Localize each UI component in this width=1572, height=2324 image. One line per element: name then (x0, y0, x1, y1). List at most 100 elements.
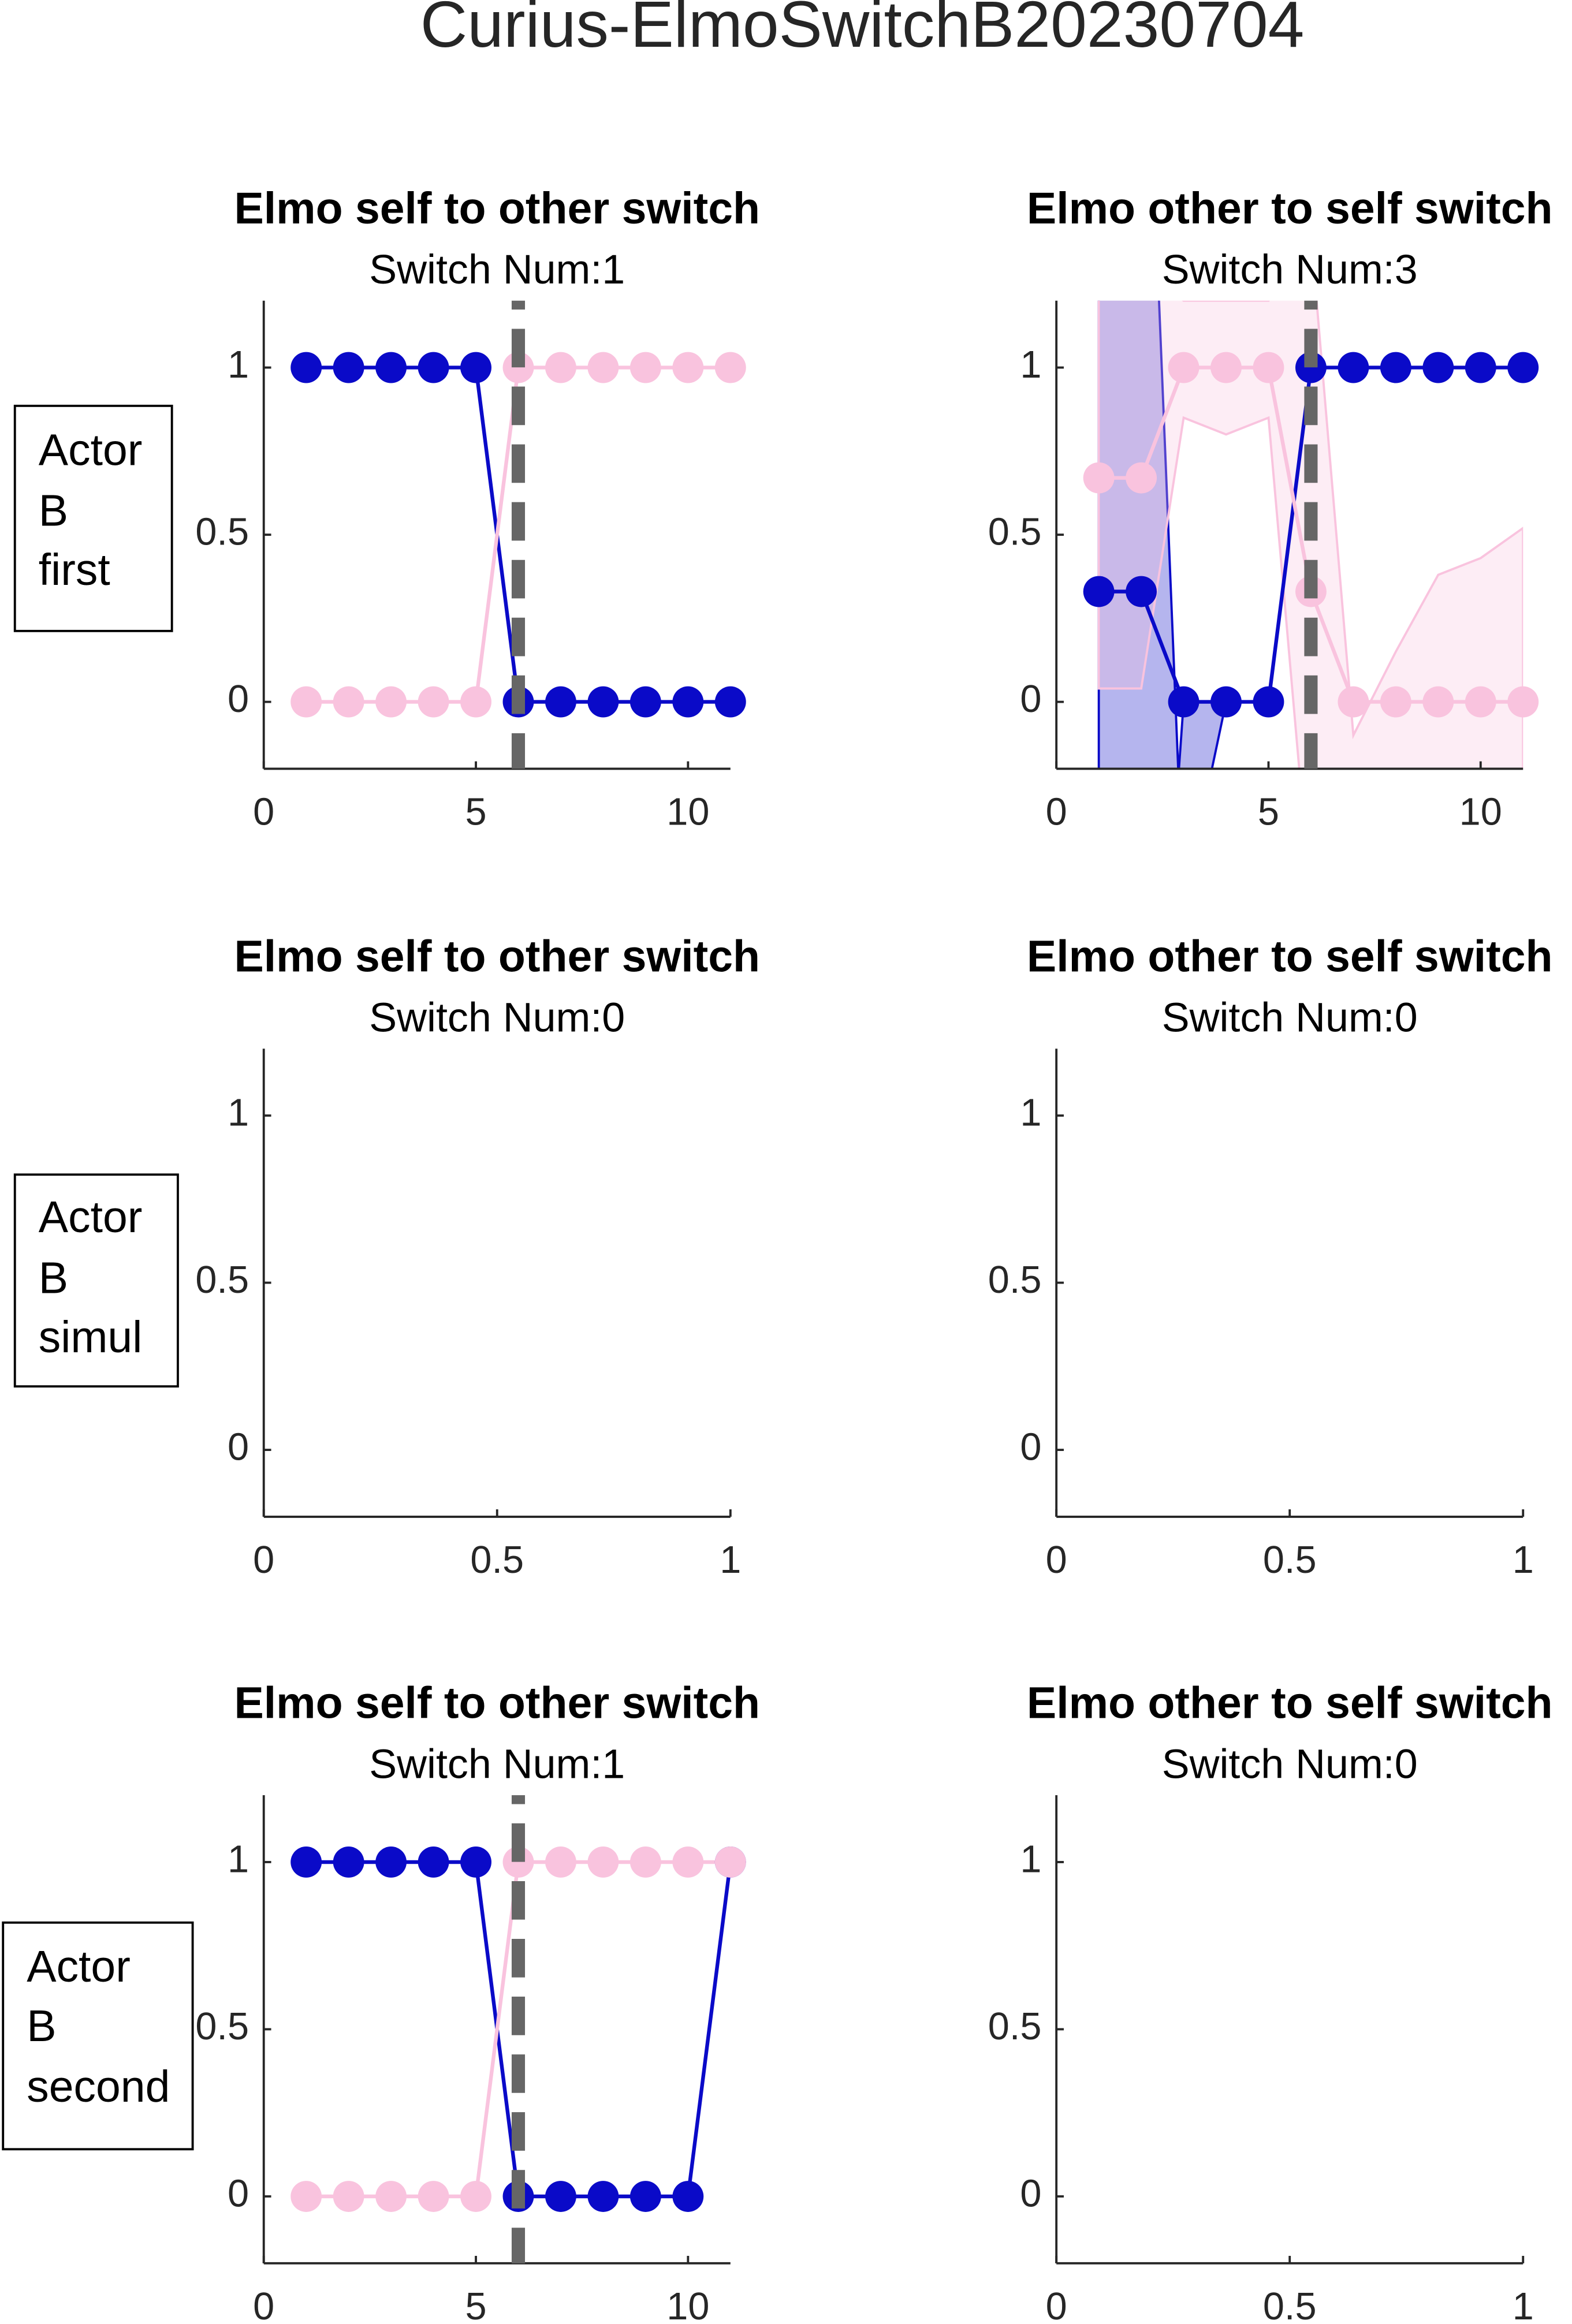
y-tick-label: 1 (1020, 1838, 1041, 1881)
data-point (290, 686, 322, 718)
data-point (629, 352, 661, 383)
x-tick-label: 5 (1258, 791, 1279, 834)
data-point (672, 352, 704, 383)
data-point (502, 1846, 534, 1878)
y-tick-label: 0 (1020, 678, 1041, 721)
row-label-box (2, 1921, 194, 2151)
x-tick-label: 0.5 (470, 1539, 524, 1581)
data-point (333, 2181, 364, 2212)
x-tick-label: 1 (1513, 2285, 1534, 2324)
x-tick-label: 0.5 (1263, 2285, 1317, 2324)
panel-subtitle: Switch Num:0 (369, 994, 625, 1040)
row-label: Actor (39, 1192, 143, 1242)
data-point (375, 1846, 407, 1878)
data-point (714, 352, 746, 383)
row-label: second (27, 2062, 170, 2112)
data-point (375, 352, 407, 383)
data-point (629, 2181, 661, 2212)
panel-title: Elmo other to self switch (1027, 184, 1553, 233)
row-label: first (39, 545, 110, 595)
data-point (1126, 576, 1157, 607)
panel-subtitle: Switch Num:0 (1162, 1741, 1418, 1787)
row-label: B (27, 2001, 56, 2051)
data-point (672, 2181, 704, 2212)
y-tick-label: 0 (1020, 2173, 1041, 2215)
x-tick-label: 10 (1459, 791, 1502, 834)
data-point (1295, 352, 1327, 383)
x-tick-label: 0 (253, 1539, 274, 1581)
data-point (587, 2181, 619, 2212)
y-tick-label: 0.5 (988, 511, 1042, 554)
row-label-box (13, 1173, 179, 1388)
data-point (1380, 686, 1411, 718)
y-tick-label: 0 (228, 1426, 249, 1469)
x-tick-label: 0.5 (1263, 1539, 1317, 1581)
data-point (418, 2181, 449, 2212)
row-label-box (13, 404, 173, 632)
data-point (1338, 352, 1369, 383)
data-point (290, 2181, 322, 2212)
data-point (333, 1846, 364, 1878)
data-point (629, 1846, 661, 1878)
data-point (587, 352, 619, 383)
x-tick-label: 5 (465, 2285, 486, 2324)
x-tick-label: 0 (253, 791, 274, 834)
data-point (333, 352, 364, 383)
data-point (1465, 352, 1496, 383)
x-tick-label: 5 (465, 791, 486, 834)
data-point (1126, 462, 1157, 494)
y-tick-label: 1 (228, 1838, 249, 1881)
data-point (672, 686, 704, 718)
data-point (418, 686, 449, 718)
panel-subtitle: Switch Num:3 (1162, 247, 1418, 293)
data-point (460, 352, 491, 383)
data-point (1465, 686, 1496, 718)
row-label: Actor (27, 1942, 131, 1991)
data-point (1422, 352, 1454, 383)
panel-title: Elmo self to other switch (234, 1678, 760, 1728)
data-point (460, 2181, 491, 2212)
data-point (375, 686, 407, 718)
y-tick-label: 1 (228, 344, 249, 386)
x-tick-label: 10 (666, 2285, 709, 2324)
data-point (1422, 686, 1454, 718)
y-tick-label: 1 (228, 1092, 249, 1135)
data-point (1083, 462, 1115, 494)
x-tick-label: 0 (253, 2285, 274, 2324)
data-point (290, 352, 322, 383)
row-label: B (39, 486, 68, 535)
y-tick-label: 0.5 (195, 511, 249, 554)
data-point (1507, 352, 1539, 383)
y-tick-label: 0.5 (195, 2005, 249, 2048)
data-point (1380, 352, 1411, 383)
data-point (672, 1846, 704, 1878)
panel-title: Elmo other to self switch (1027, 932, 1553, 982)
data-point (418, 352, 449, 383)
data-point (460, 1846, 491, 1878)
y-tick-label: 0.5 (988, 2005, 1042, 2048)
data-point (587, 1846, 619, 1878)
data-point (545, 686, 576, 718)
row-label: B (39, 1253, 68, 1303)
data-point (629, 686, 661, 718)
panel-subtitle: Switch Num:1 (369, 247, 625, 293)
y-tick-label: 1 (1020, 1092, 1041, 1135)
data-point (545, 2181, 576, 2212)
y-tick-label: 0.5 (988, 1259, 1042, 1301)
data-point (502, 352, 534, 383)
data-point (714, 686, 746, 718)
data-point (1253, 686, 1284, 718)
panel-title: Elmo self to other switch (234, 932, 760, 982)
x-tick-label: 0 (1046, 1539, 1067, 1581)
data-point (1210, 686, 1242, 718)
x-tick-label: 10 (666, 791, 709, 834)
data-point (375, 2181, 407, 2212)
data-point (1168, 686, 1200, 718)
y-tick-label: 0.5 (195, 1259, 249, 1301)
panel-subtitle: Switch Num:0 (1162, 994, 1418, 1040)
panel-title: Elmo other to self switch (1027, 1678, 1553, 1728)
panel-subtitle: Switch Num:1 (369, 1741, 625, 1787)
data-point (1253, 352, 1284, 383)
